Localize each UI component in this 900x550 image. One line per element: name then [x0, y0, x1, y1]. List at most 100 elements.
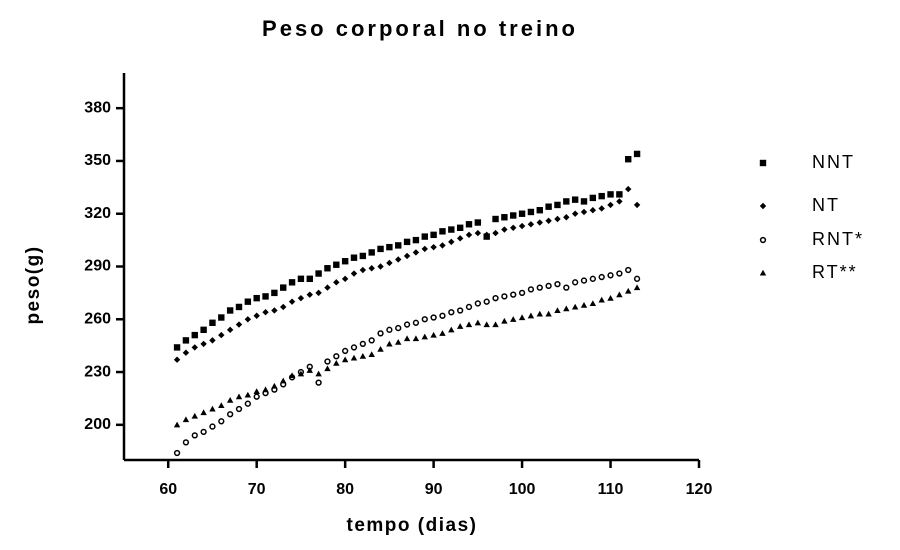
point — [536, 310, 543, 317]
point — [315, 370, 322, 377]
point — [280, 303, 287, 311]
point — [200, 326, 207, 334]
point — [395, 324, 402, 332]
point — [315, 379, 322, 386]
point — [191, 344, 198, 351]
point — [333, 353, 340, 360]
point — [306, 367, 313, 373]
point — [510, 316, 517, 322]
x-tick-label: 110 — [598, 481, 624, 498]
point — [483, 231, 490, 239]
point — [536, 284, 543, 291]
point — [412, 249, 420, 256]
point — [386, 259, 393, 267]
point — [465, 231, 473, 239]
point — [456, 323, 464, 329]
point — [271, 382, 278, 389]
point — [430, 231, 437, 239]
point — [412, 335, 420, 342]
legend-marker — [759, 159, 767, 167]
point — [580, 208, 588, 216]
point — [492, 215, 499, 223]
point — [182, 439, 190, 446]
point — [616, 198, 623, 205]
point — [492, 229, 499, 237]
legend-label: RNT* — [812, 229, 864, 249]
point — [359, 353, 367, 359]
legend-marker — [759, 202, 767, 210]
y-tick-label: 350 — [84, 152, 111, 169]
point — [563, 284, 570, 291]
point — [448, 238, 455, 246]
point — [350, 270, 358, 277]
point — [341, 356, 349, 363]
x-tick-label: 60 — [159, 481, 177, 498]
point — [554, 215, 561, 223]
point — [173, 344, 181, 351]
point — [465, 221, 473, 228]
point — [571, 210, 579, 217]
point — [501, 293, 508, 300]
point — [448, 309, 455, 316]
legend-label: NNT — [812, 152, 855, 172]
legend-label: NT — [812, 195, 840, 215]
point — [333, 360, 340, 366]
point — [456, 235, 464, 242]
point — [572, 279, 579, 286]
point — [386, 340, 393, 347]
point — [182, 349, 190, 356]
point — [368, 265, 375, 272]
point — [607, 191, 614, 198]
point — [226, 396, 234, 403]
point — [421, 333, 428, 340]
point — [350, 254, 358, 261]
legend-marker — [759, 269, 767, 276]
point — [244, 400, 251, 407]
point — [563, 305, 570, 312]
point — [474, 319, 482, 326]
point — [625, 287, 632, 294]
point — [421, 233, 428, 240]
point — [209, 337, 216, 344]
point — [288, 372, 296, 379]
x-tick-label: 80 — [336, 481, 354, 498]
point — [439, 228, 446, 235]
point — [483, 298, 490, 305]
point — [288, 298, 296, 305]
point — [492, 321, 499, 328]
point — [377, 345, 384, 352]
point — [324, 284, 331, 291]
point — [439, 330, 446, 336]
point — [545, 217, 552, 224]
point — [527, 221, 535, 228]
point — [518, 314, 526, 321]
point — [403, 252, 411, 260]
point — [554, 307, 561, 314]
point — [271, 307, 278, 314]
point — [235, 405, 243, 413]
point — [421, 316, 428, 323]
y-tick-label: 230 — [84, 363, 111, 380]
point — [501, 226, 508, 233]
point — [341, 258, 349, 265]
point — [342, 347, 349, 355]
y-tick-label: 320 — [84, 205, 111, 222]
point — [430, 314, 437, 321]
point — [395, 338, 402, 345]
point — [191, 331, 198, 339]
point — [501, 317, 508, 324]
point — [430, 243, 437, 251]
point — [253, 388, 260, 394]
point — [262, 386, 269, 393]
point — [182, 337, 190, 344]
point — [510, 291, 517, 298]
point — [218, 314, 225, 321]
point — [377, 245, 384, 253]
point — [439, 242, 446, 249]
x-tick-label: 90 — [425, 481, 443, 498]
point — [218, 402, 225, 409]
point — [545, 282, 552, 290]
point — [395, 256, 402, 263]
point — [297, 294, 305, 302]
point — [580, 302, 588, 308]
